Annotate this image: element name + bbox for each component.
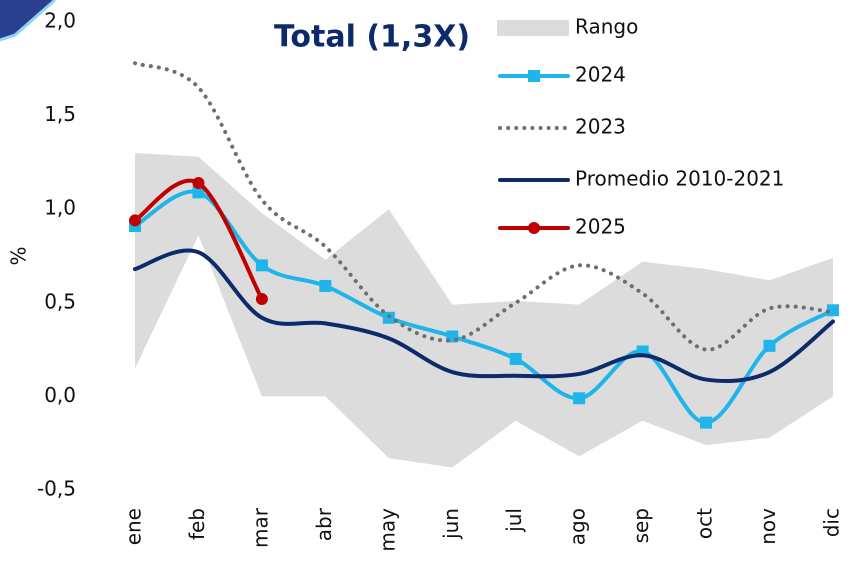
x-tick-label: dic: [819, 508, 843, 537]
chart-title: Total (1,3X): [274, 20, 470, 55]
marker: [192, 176, 205, 189]
y-tick-label: 0,0: [44, 383, 76, 407]
legend-label: Rango: [575, 15, 638, 39]
legend-label: 2025: [575, 215, 626, 239]
y-tick-label: 0,5: [44, 289, 76, 313]
y-axis-label: %: [7, 246, 31, 265]
legend-label: 2024: [575, 63, 626, 87]
marker: [129, 214, 141, 227]
x-tick-label: sep: [629, 508, 653, 543]
y-tick-label: 1,5: [44, 102, 76, 126]
marker: [255, 259, 268, 272]
x-tick-label: jul: [502, 508, 526, 533]
x-tick-label: ago: [566, 508, 590, 545]
marker: [700, 416, 713, 429]
x-tick-label: jun: [439, 508, 463, 540]
marker: [192, 186, 205, 199]
series-line: [133, 189, 835, 425]
series-line: [133, 61, 835, 352]
plot-area: [129, 61, 839, 468]
y-tick-label: 2,0: [44, 9, 76, 33]
marker: [763, 339, 776, 352]
legend-swatch: [497, 20, 569, 36]
y-tick-label: -0,5: [37, 477, 76, 501]
legend-marker: [528, 222, 540, 234]
legend-label: 2023: [575, 115, 626, 139]
x-tick-label: oct: [693, 508, 717, 539]
y-tick-label: 1,0: [44, 196, 76, 220]
x-tick-label: ene: [122, 508, 146, 545]
x-tick-label: mar: [248, 507, 272, 548]
corner-decoration: [0, 0, 55, 40]
legend-marker: [528, 70, 540, 82]
legend-label: Promedio 2010-2021: [575, 167, 784, 191]
marker: [255, 293, 268, 306]
marker: [573, 392, 586, 405]
x-tick-label: nov: [756, 508, 780, 545]
marker: [319, 279, 332, 292]
marker: [509, 352, 522, 365]
x-tick-label: feb: [185, 508, 209, 540]
x-tick-label: may: [375, 508, 399, 552]
corner-decoration-line: [0, 0, 56, 42]
series-line: [133, 248, 835, 384]
marker: [826, 304, 839, 317]
x-tick-label: abr: [312, 507, 336, 541]
range-band: [135, 153, 833, 468]
